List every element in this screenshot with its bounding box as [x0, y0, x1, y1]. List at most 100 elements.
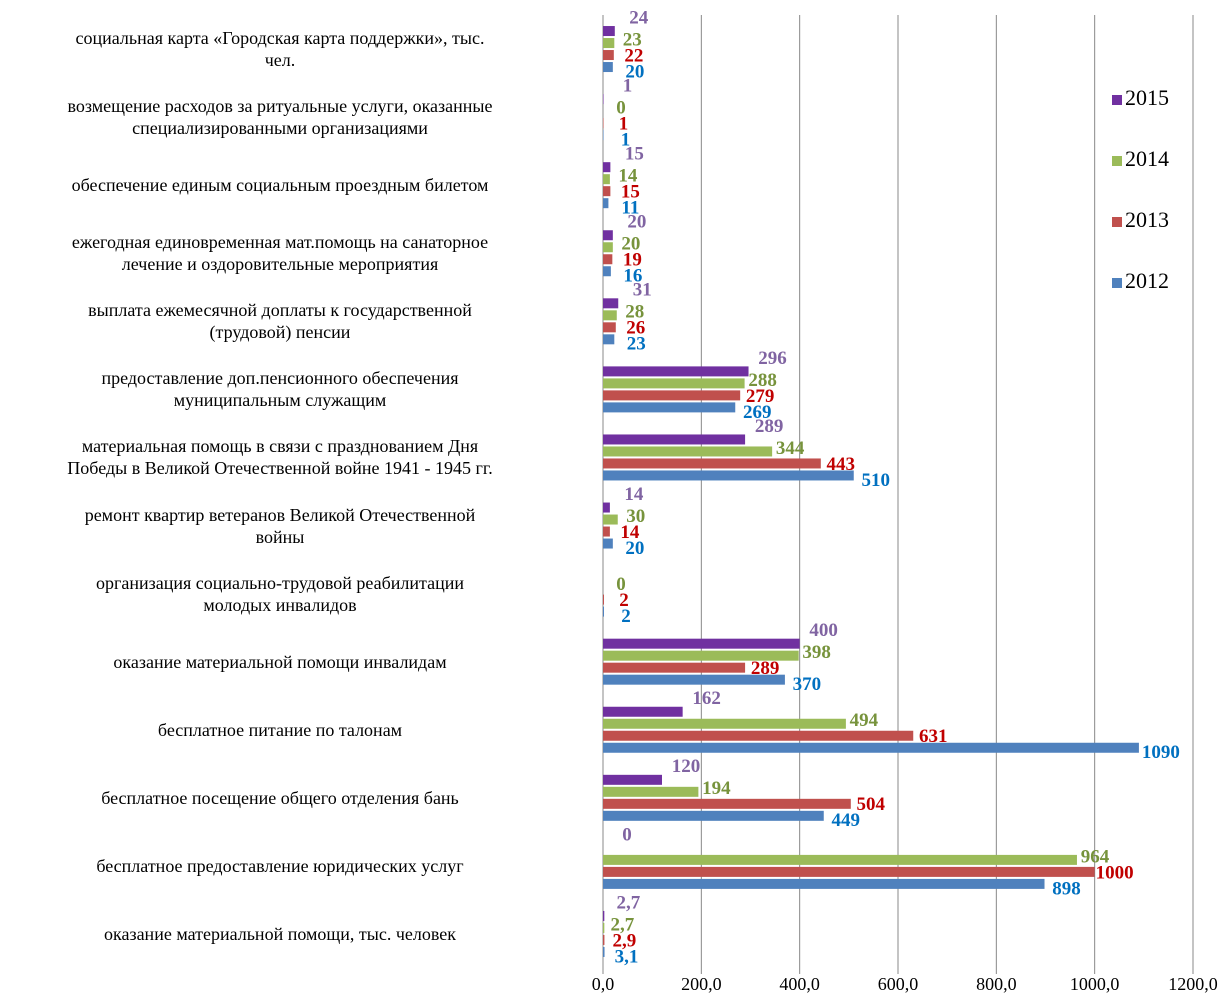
bar	[603, 878, 1045, 889]
bar	[603, 50, 614, 61]
data-label: 400	[809, 620, 838, 641]
data-label: 964	[1081, 846, 1110, 867]
data-label: 289	[755, 416, 784, 437]
data-label: 24	[629, 7, 649, 28]
data-label: 22	[624, 45, 643, 66]
data-label: 2	[619, 590, 629, 611]
data-label: 1	[623, 75, 633, 96]
bar	[603, 310, 617, 321]
bar	[603, 934, 605, 945]
bar	[603, 502, 610, 513]
bar	[603, 854, 1077, 865]
category-label: ежегодная единовременная мат.помощь на с…	[71, 232, 489, 275]
bar	[603, 662, 746, 673]
bar	[603, 174, 610, 185]
bar	[603, 38, 615, 49]
bar	[603, 606, 604, 617]
data-label: 449	[832, 810, 861, 831]
bar	[603, 62, 613, 73]
legend-label: 2014	[1125, 146, 1169, 171]
data-label: 120	[672, 756, 701, 777]
data-label: 631	[919, 726, 948, 747]
data-label: 14	[618, 166, 638, 187]
data-label: 2	[621, 606, 631, 627]
data-label: 28	[625, 302, 644, 323]
bar	[603, 334, 615, 345]
bar	[603, 378, 745, 389]
bar	[603, 402, 736, 413]
bar	[603, 538, 613, 549]
bar	[603, 718, 846, 729]
legend-label: 2012	[1125, 268, 1169, 293]
x-tick-label: 600,0	[878, 974, 919, 994]
data-label: 1090	[1142, 742, 1180, 763]
data-label: 0	[616, 574, 626, 595]
category-label: материальная помощь в связи с празднован…	[67, 436, 493, 479]
data-label: 23	[627, 334, 646, 355]
data-label: 288	[748, 370, 777, 391]
legend-label: 2015	[1125, 85, 1169, 110]
data-label: 279	[746, 386, 775, 407]
data-label: 443	[827, 454, 856, 475]
data-label: 2,9	[613, 930, 637, 951]
bar	[603, 446, 773, 457]
category-label: выплата ежемесячной доплаты к государств…	[88, 300, 472, 343]
bar	[603, 198, 609, 209]
data-label: 194	[702, 778, 731, 799]
data-label: 15	[625, 144, 644, 165]
bar	[603, 638, 800, 649]
category-label: организация социально-трудовой реабилита…	[96, 572, 464, 615]
bar	[603, 162, 611, 173]
bar	[603, 390, 741, 401]
category-label: оказание материальной помощи, тыс. челов…	[104, 923, 456, 944]
data-label: 370	[793, 674, 822, 695]
data-label: 0	[622, 824, 632, 845]
bar	[603, 910, 605, 921]
category-label: бесплатное посещение общего отделения ба…	[101, 787, 459, 808]
legend-swatch	[1112, 156, 1122, 166]
data-label: 2,7	[610, 914, 634, 935]
data-label: 1	[621, 129, 631, 150]
data-label: 20	[625, 538, 644, 559]
x-tick-label: 1000,0	[1070, 974, 1120, 994]
legend-box	[1100, 70, 1190, 290]
bar	[603, 866, 1095, 877]
bar	[603, 458, 821, 469]
bar	[603, 526, 610, 537]
data-label: 504	[857, 794, 886, 815]
bar	[603, 742, 1139, 753]
data-label: 1	[619, 113, 629, 134]
legend-swatch	[1112, 95, 1122, 105]
data-label: 20	[627, 212, 646, 233]
bar	[603, 810, 824, 821]
bar	[603, 514, 618, 525]
data-label: 398	[802, 642, 831, 663]
bar	[603, 298, 619, 309]
data-label: 344	[776, 438, 805, 459]
x-tick-label: 200,0	[681, 974, 722, 994]
bar	[603, 706, 683, 717]
category-label: ремонт квартир ветеранов Великой Отечест…	[84, 504, 476, 547]
category-label: бесплатное питание по талонам	[157, 719, 403, 740]
category-label: социальная карта «Городская карта поддер…	[75, 28, 485, 71]
bar	[603, 470, 854, 481]
bar	[603, 798, 851, 809]
category-label: обеспечение единым социальным проездным …	[71, 175, 489, 196]
bar	[603, 434, 746, 445]
data-label: 23	[623, 29, 642, 50]
legend-swatch	[1112, 278, 1122, 288]
bar	[603, 946, 605, 957]
bar	[603, 922, 605, 933]
bar	[603, 230, 613, 241]
data-label: 0	[616, 97, 626, 118]
data-label: 19	[623, 250, 642, 271]
category-label: возмещение расходов за ритуальные услуги…	[67, 96, 493, 139]
bar	[603, 674, 785, 685]
bar	[603, 594, 604, 605]
bar	[603, 774, 662, 785]
category-label: бесплатное предоставление юридических ус…	[96, 855, 464, 876]
x-tick-label: 0,0	[592, 974, 615, 994]
data-label: 1000	[1096, 862, 1134, 883]
